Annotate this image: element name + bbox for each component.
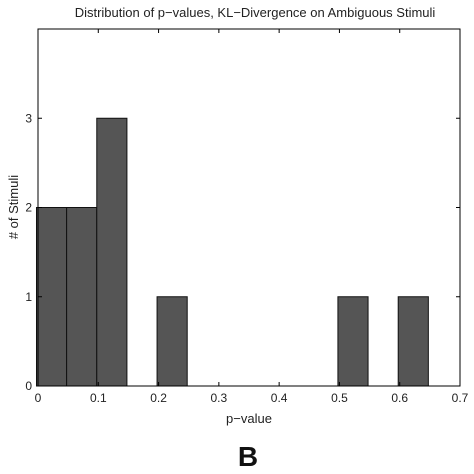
histogram-bar (66, 207, 98, 387)
x-tick-label: 0.7 (452, 391, 469, 405)
y-tick-label: 1 (25, 290, 32, 304)
x-axis-label: p−value (226, 411, 272, 426)
y-tick-label: 2 (25, 201, 32, 215)
histogram-bar (337, 296, 369, 387)
y-tick-label: 0 (25, 379, 32, 393)
histogram-bar (156, 296, 188, 387)
x-axis: 0 0.1 0.2 0.3 0.4 0.5 0.6 0.7 (35, 29, 469, 405)
y-axis-label: # of Stimuli (6, 175, 21, 239)
x-tick-label: 0.1 (90, 391, 107, 405)
x-tick-label: 0.6 (391, 391, 408, 405)
x-tick-label: 0.2 (150, 391, 167, 405)
panel-label: B (238, 441, 258, 472)
bars-layer (35, 117, 429, 387)
y-axis: 0 1 2 3 (25, 111, 460, 393)
histogram-bar (96, 117, 128, 387)
y-tick-label: 3 (25, 111, 32, 125)
x-tick-label: 0.5 (331, 391, 348, 405)
x-tick-label: 0 (35, 391, 42, 405)
x-tick-label: 0.4 (271, 391, 288, 405)
histogram-bar (397, 296, 429, 387)
chart-title: Distribution of p−values, KL−Divergence … (75, 5, 436, 20)
x-tick-label: 0.3 (211, 391, 228, 405)
